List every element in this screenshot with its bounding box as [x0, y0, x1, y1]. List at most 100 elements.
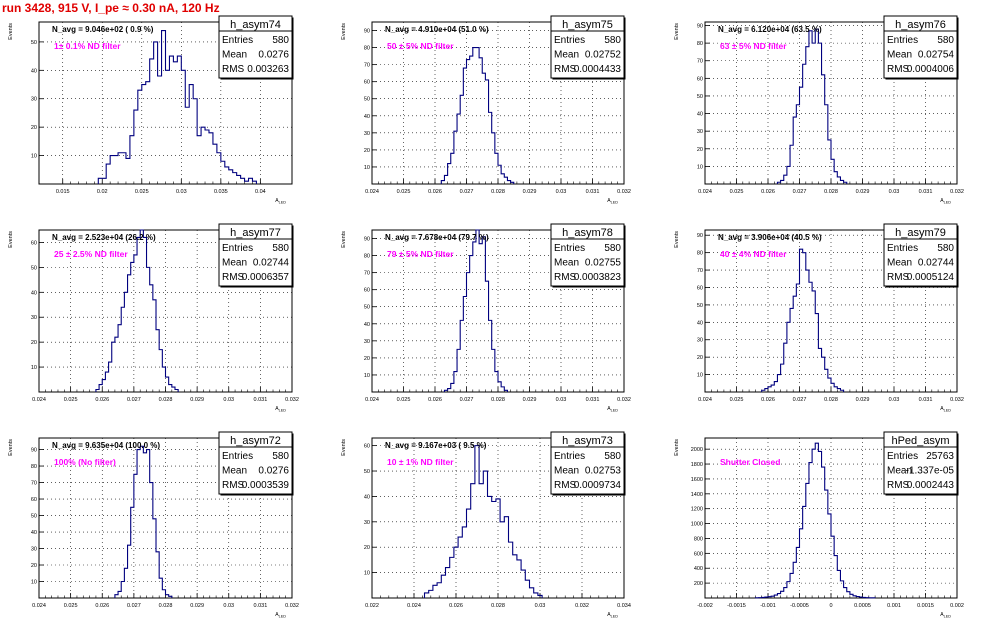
y-tick-label: 40: [31, 530, 37, 536]
x-axis-title: ALED: [607, 198, 618, 205]
x-axis-title: ALED: [607, 612, 618, 619]
y-tick-label: 20: [697, 147, 703, 153]
stats-value-mean: 0.02744: [253, 258, 290, 269]
y-tick-label: 40: [697, 112, 703, 118]
x-tick-label: 0.0005: [854, 603, 871, 609]
stats-label-entries: Entries: [887, 451, 918, 462]
y-tick-label: 10: [31, 365, 37, 371]
stats-label-rms: RMS: [554, 64, 577, 75]
stats-label-entries: Entries: [222, 451, 253, 462]
histogram-panel: 0.022 0.024 0.026 0.028 0.03 0.032 0.034 10 20 30…: [341, 431, 631, 619]
run-title: run 3428, 915 V, I_pe ≈ 0.30 nA, 120 Hz: [2, 1, 220, 15]
x-tick-label: 0.002: [950, 603, 964, 609]
stats-box: h_asym74 Entries 580 Mean 0.0276 RMS 0.003263: [218, 15, 294, 80]
y-tick-label: 90: [31, 448, 37, 454]
stats-value-entries: 580: [272, 451, 289, 462]
filter-label: 10 ± 1% ND filter: [387, 457, 454, 467]
y-tick-label: 30: [697, 338, 703, 344]
x-tick-label: 0.026: [428, 189, 442, 195]
y-tick-label: 90: [697, 233, 703, 239]
stats-label-mean: Mean: [222, 258, 247, 269]
y-tick-label: 600: [694, 551, 703, 557]
y-tick-label: 50: [31, 265, 37, 271]
stats-label-rms: RMS: [222, 272, 245, 283]
x-tick-label: 0.035: [214, 189, 228, 195]
x-tick-label: 0.015: [56, 189, 70, 195]
x-tick-label: 0.024: [698, 397, 712, 403]
stats-value-entries: 580: [604, 243, 621, 254]
y-tick-label: 30: [697, 129, 703, 135]
stats-value-rms: 0.0003539: [242, 480, 290, 491]
stats-value-mean: 0.02753: [585, 466, 622, 477]
x-tick-label: -0.001: [760, 603, 776, 609]
y-tick-label: 20: [364, 545, 370, 551]
x-tick-label: 0.03: [889, 397, 900, 403]
y-tick-label: 90: [364, 237, 370, 243]
stats-value-entries: 580: [937, 243, 954, 254]
y-tick-label: 40: [364, 494, 370, 500]
stats-label-mean: Mean: [887, 50, 912, 61]
y-axis-title: Events: [8, 439, 14, 456]
x-tick-label: 0.022: [365, 603, 379, 609]
y-axis-title: Events: [674, 231, 680, 248]
y-tick-label: 60: [31, 497, 37, 503]
histogram-panel: 0.024 0.025 0.026 0.027 0.028 0.029 0.03 0.031 0…: [341, 223, 631, 413]
filter-label: 1± 0.1% ND filter: [54, 41, 121, 51]
y-tick-label: 50: [364, 97, 370, 103]
y-tick-label: 30: [31, 97, 37, 103]
x-tick-label: 0.027: [127, 603, 141, 609]
y-axis-title: Events: [674, 439, 680, 456]
x-axis-title: ALED: [275, 612, 286, 619]
x-tick-label: 0.031: [919, 189, 933, 195]
y-tick-label: 40: [364, 322, 370, 328]
y-tick-label: 70: [364, 271, 370, 277]
x-tick-label: 0.025: [397, 397, 411, 403]
stats-label-entries: Entries: [554, 35, 585, 46]
x-tick-label: 0.028: [159, 603, 173, 609]
x-tick-label: 0.024: [698, 189, 712, 195]
stats-value-mean: 0.0276: [258, 466, 289, 477]
x-tick-label: 0.029: [856, 397, 870, 403]
stats-value-rms: 0.0004006: [907, 64, 955, 75]
stats-value-mean: 0.02752: [585, 50, 622, 61]
y-tick-label: 80: [364, 46, 370, 52]
y-tick-label: 60: [31, 240, 37, 246]
histogram-panel: 0.024 0.025 0.026 0.027 0.028 0.029 0.03 0.031 0…: [8, 431, 299, 619]
stats-box-title: h_asym74: [230, 19, 281, 31]
stats-box: h_asym79 Entries 580 Mean 0.02744 RMS0.000512…: [883, 223, 959, 288]
stats-value-mean: -1.337e-05: [906, 466, 955, 477]
stats-label-mean: Mean: [222, 50, 247, 61]
stats-box: h_asym78 Entries 580 Mean 0.02755 RMS0.000382…: [550, 223, 626, 288]
x-axis-title: ALED: [275, 406, 286, 413]
histogram-bars: [776, 28, 848, 184]
x-tick-label: 0.03: [556, 397, 567, 403]
histogram-bars: [95, 229, 179, 392]
stats-box-frame: [550, 223, 625, 287]
stats-label-entries: Entries: [887, 243, 918, 254]
y-tick-label: 1000: [691, 522, 703, 528]
x-tick-label: -0.0005: [790, 603, 809, 609]
stats-box-title: h_asym79: [895, 227, 946, 239]
x-tick-label: 0.027: [460, 397, 474, 403]
x-tick-label: 0.029: [523, 397, 537, 403]
y-tick-label: 60: [697, 76, 703, 82]
stats-box-title: h_asym72: [230, 435, 281, 447]
x-tick-label: 0.026: [95, 603, 109, 609]
x-tick-label: 0.028: [824, 397, 838, 403]
stats-box-frame: [550, 431, 625, 495]
x-tick-label: 0.032: [617, 189, 631, 195]
y-tick-label: 30: [31, 547, 37, 553]
y-tick-label: 80: [697, 41, 703, 47]
stats-label-rms: RMS: [887, 272, 910, 283]
filter-label: 79 ± 5% ND filter: [387, 249, 454, 259]
stats-value-rms: 0.0003823: [574, 272, 622, 283]
stats-box: h_asym76 Entries 580 Mean 0.02754 RMS0.000400…: [883, 15, 959, 80]
y-tick-label: 20: [31, 340, 37, 346]
stats-box-title: h_asym73: [562, 435, 613, 447]
navg-label: N_avg = 7.678e+04 (79.7 %): [385, 233, 489, 242]
x-tick-label: 0.029: [856, 189, 870, 195]
stats-box-frame: [883, 431, 958, 495]
histogram-bars: [423, 445, 543, 598]
stats-label-mean: Mean: [554, 258, 579, 269]
